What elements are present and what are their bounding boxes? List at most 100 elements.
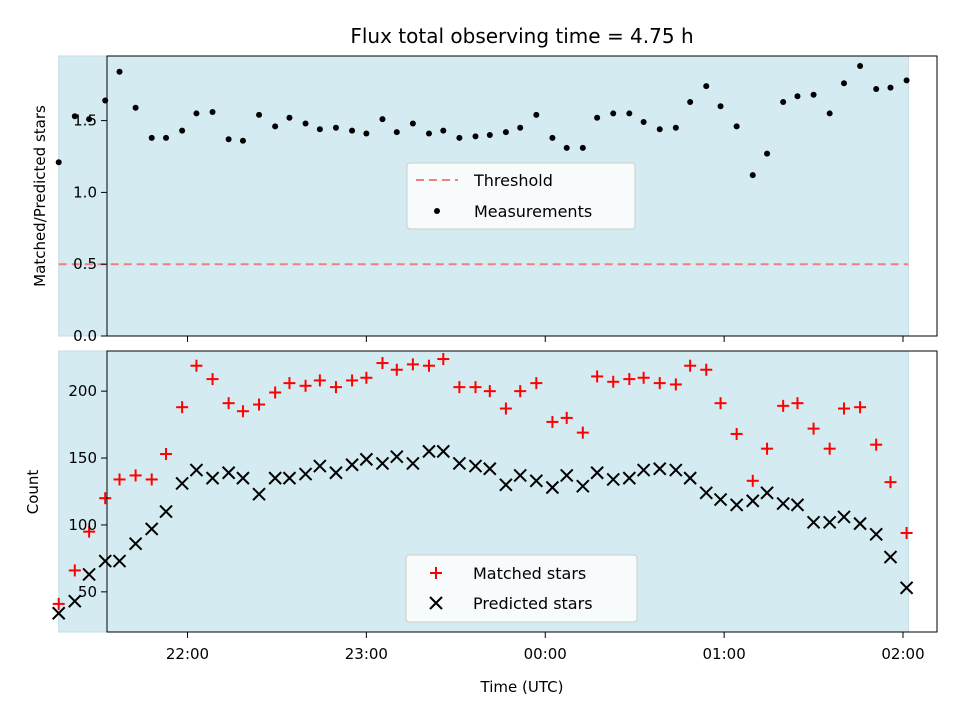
- predicted-star-point: [175, 476, 189, 491]
- count-y-ticks: 50 100 150 200: [68, 382, 107, 601]
- matched-star-point: [437, 353, 450, 366]
- predicted-star-point: [268, 471, 282, 485]
- y-tick-label: 150: [68, 449, 97, 467]
- matched-star-point: [870, 438, 883, 451]
- legend-measurements-label: Measurements: [474, 202, 592, 221]
- measurement-point: [393, 129, 400, 136]
- measurement-point: [764, 150, 771, 157]
- measurement-point: [239, 137, 246, 144]
- measurement-point: [472, 133, 479, 140]
- predicted-star-point: [68, 594, 82, 608]
- predicted-star-point: [159, 504, 173, 519]
- measurement-point: [656, 126, 663, 133]
- matched-star-point: [160, 448, 173, 461]
- matched-star-point: [422, 359, 435, 372]
- predicted-star-point: [790, 498, 805, 512]
- predicted-star-point: [329, 466, 343, 480]
- matched-star-point: [469, 381, 482, 394]
- matched-star-point: [607, 375, 620, 388]
- predicted-star-point: [622, 471, 637, 485]
- measurement-point: [733, 123, 740, 130]
- measurement-point: [826, 110, 833, 117]
- matched-star-point: [700, 363, 713, 376]
- predicted-star-point: [452, 456, 467, 471]
- predicted-star-point: [51, 606, 66, 620]
- chart-title: Flux total observing time = 4.75 h: [350, 24, 693, 48]
- matched-star-point: [83, 525, 96, 538]
- measurement-point: [563, 144, 570, 151]
- predicted-star-point: [282, 471, 297, 485]
- predicted-star-point: [806, 515, 821, 529]
- matched-star-point: [777, 399, 790, 412]
- measurement-point: [810, 91, 817, 98]
- x-tick-label: 22:00: [166, 645, 209, 663]
- legend-predicted-label: Predicted stars: [473, 594, 593, 613]
- predicted-star-point: [221, 466, 236, 480]
- predicted-star-point: [145, 522, 159, 536]
- matched-star-point: [823, 442, 836, 455]
- measurement-point: [132, 104, 139, 111]
- matched-star-point: [313, 374, 326, 387]
- predicted-star-point: [252, 487, 266, 501]
- measurement-point: [148, 134, 155, 141]
- matched-star-point: [637, 371, 650, 384]
- matched-star-point: [900, 526, 913, 539]
- y-tick-label: 0.0: [73, 327, 97, 345]
- measurement-point: [502, 129, 509, 136]
- measurement-point: [286, 114, 293, 121]
- measurement-point: [517, 124, 524, 131]
- measurement-point: [179, 127, 186, 134]
- measurement-point: [116, 68, 123, 75]
- measurement-point: [363, 130, 370, 137]
- measurement-point: [486, 131, 493, 138]
- predicted-star-point: [653, 462, 667, 476]
- measurement-point: [193, 110, 200, 117]
- matched-star-point: [453, 381, 466, 394]
- predicted-star-point: [837, 510, 851, 524]
- matched-star-point: [837, 402, 850, 415]
- measurement-point: [703, 83, 710, 90]
- measurement-point: [272, 123, 279, 130]
- predicted-star-point: [560, 468, 574, 483]
- predicted-star-point: [713, 492, 728, 507]
- predicted-star-point: [436, 444, 451, 459]
- measurement-point: [749, 172, 756, 179]
- matched-star-point: [530, 377, 543, 390]
- count-panel: 50 100 150 200 22:00 23:00 00:00 01:00 02:00 Co…: [24, 350, 938, 696]
- matched-star-point: [283, 377, 296, 390]
- y-tick-label: 1.0: [73, 183, 97, 201]
- x-tick-label: 00:00: [524, 645, 567, 663]
- predicted-star-point: [375, 456, 390, 471]
- count-y-axis-label: Count: [24, 470, 42, 515]
- predicted-star-point: [483, 462, 497, 476]
- ratio-legend: Threshold Measurements: [406, 162, 636, 230]
- predicted-star-point: [606, 472, 620, 487]
- measurement-point: [903, 77, 910, 84]
- measurement-point: [533, 111, 540, 118]
- matched-star-point: [854, 401, 867, 414]
- count-panel-frame: [106, 350, 938, 633]
- measurement-point: [640, 119, 647, 126]
- matched-star-point: [746, 474, 759, 487]
- matched-star-point: [346, 374, 359, 387]
- matched-star-point: [299, 379, 312, 392]
- measurement-point: [857, 63, 864, 70]
- matched-star-point: [376, 357, 389, 370]
- x-axis-label: Time (UTC): [480, 678, 564, 696]
- x-tick-label: 01:00: [703, 645, 746, 663]
- legend-matched-label: Matched stars: [473, 564, 586, 583]
- predicted-star-point: [683, 471, 697, 485]
- predicted-star-point: [576, 479, 590, 493]
- legend-threshold-label: Threshold: [473, 171, 553, 190]
- measurement-point: [256, 111, 263, 118]
- ratio-y-ticks: 0.0 0.5 1.0 1.5: [73, 112, 107, 345]
- predicted-star-point: [236, 471, 250, 485]
- measurement-point: [409, 120, 416, 127]
- predicted-star-point: [636, 463, 651, 477]
- predicted-star-point: [699, 486, 713, 500]
- ratio-legend-box: [406, 162, 636, 230]
- matched-star-point: [99, 492, 112, 505]
- measurement-point: [579, 144, 586, 151]
- matched-star-point: [623, 373, 636, 386]
- legend-predicted-swatch: [429, 596, 443, 610]
